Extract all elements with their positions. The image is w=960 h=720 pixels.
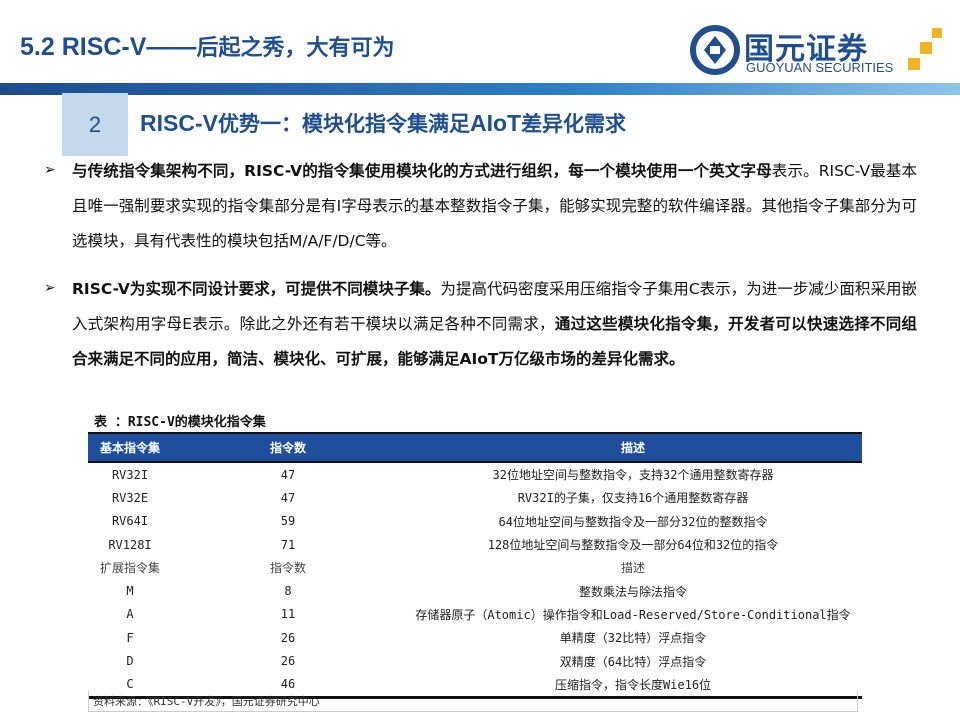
table-row: F 26 单精度（32比特）浮点指令 <box>88 626 862 649</box>
table-cell: RV128I <box>108 537 152 552</box>
table-cell: D <box>126 654 134 669</box>
table-cell: 64位地址空间与整数指令及一部分32位的整数指令 <box>498 514 768 529</box>
table-cell: 128位地址空间与整数指令及一部分64位和32位的指令 <box>487 538 779 553</box>
logo-cn: 国元证券 <box>744 32 868 67</box>
bullet-2-text: 为提高代码密度采用压缩指令子集用C表示，为进一步减少面积采用嵌入式架构用字母E表… <box>72 280 917 333</box>
table-row: C 46 压缩指令，指令长度Wie16位 <box>88 672 862 699</box>
section-heading: RISC-V优势一：模块化指令集满足AIoT差异化需求 <box>140 108 626 138</box>
header-cell: 基本指令集 <box>88 432 172 463</box>
table-cell: 47 <box>280 467 296 482</box>
table-cell: 双精度（64比特）浮点指令 <box>559 654 707 669</box>
table-cell: A <box>126 607 134 622</box>
table-cell: 8 <box>284 584 292 599</box>
table-cell: C <box>88 672 172 699</box>
bullet-arrow-icon: ➢ <box>44 280 56 296</box>
header-cell: 描述 <box>404 432 862 463</box>
table-cell: 存储器原子（Atomic）操作指令和Load-Reserved/Store-Co… <box>415 607 851 622</box>
table-cell: 压缩指令，指令长度Wie16位 <box>404 672 862 699</box>
logo: 国元证券 GUOYUAN SECURITIES <box>690 22 950 78</box>
bullet-2: RISC-V为实现不同设计要求，可提供不同模块子集。为提高代码密度采用压缩指令子… <box>72 272 917 377</box>
table-row: RV64I 59 64位地址空间与整数指令及一部分32位的整数指令 <box>88 510 862 533</box>
bullet-2-bold: RISC-V为实现不同设计要求，可提供不同模块子集。 <box>72 280 441 298</box>
table-cell: 扩展指令集 <box>99 561 160 576</box>
table-cell: M <box>126 584 134 599</box>
logo-squares-icon <box>908 28 942 70</box>
header-bar <box>0 83 960 95</box>
table-row: D 26 双精度（64比特）浮点指令 <box>88 649 862 672</box>
bullet-1: 与传统指令集架构不同，RISC-V的指令集使用模块化的方式进行组织，每一个模块使… <box>72 154 917 259</box>
table-cell: RV32I <box>111 467 149 482</box>
table-row: M 8 整数乘法与除法指令 <box>88 579 862 602</box>
table-cell: 指令数 <box>269 561 306 576</box>
table-cell: 26 <box>280 654 296 669</box>
bullet-arrow-icon: ➢ <box>44 162 56 178</box>
table-cell: 71 <box>280 537 296 552</box>
bullet-2-bold2: 通过这些模块化指令集，开发者可以快速选择不同组合来满足不同的应用，简洁、模块化、… <box>72 315 917 368</box>
heading-mid: AIoT <box>469 110 522 136</box>
header-cell: 指令数 <box>172 432 404 463</box>
table-row: 扩展指令集 指令数 描述 <box>88 556 862 579</box>
table-cell: 整数乘法与除法指令 <box>578 584 687 599</box>
heading-prefix: RISC-V <box>140 110 218 136</box>
table-cell: 32位地址空间与整数指令，支持32个通用整数寄存器 <box>492 468 774 483</box>
table-cell: 59 <box>280 514 296 529</box>
table-cell: 单精度（32比特）浮点指令 <box>559 631 707 646</box>
title-cn: 后起之秀，大有可为 <box>196 35 395 61</box>
table-header-row: 基本指令集 指令数 描述 <box>88 432 862 463</box>
bullet-1-text: 表示。RISC-V最基本且唯一强制要求实现的指令集部分是有I字母表示的基本整数指… <box>72 162 918 250</box>
source-note: 资料来源：《RISC-V开发》，国元证券研究中心 <box>88 691 858 712</box>
table-cell: RV32E <box>111 490 149 505</box>
table-cell: RV64I <box>111 514 149 529</box>
table-caption: 表 ：RISC-V的模块化指令集 <box>94 415 266 430</box>
table-row: RV128I 71 128位地址空间与整数指令及一部分64位和32位的指令 <box>88 533 862 556</box>
logo-en: GUOYUAN SECURITIES <box>746 60 894 75</box>
table-cell: F <box>126 630 134 645</box>
title-prefix: 5.2 RISC-V—— <box>20 33 197 61</box>
table-cell: 47 <box>280 490 296 505</box>
table-cell: RV32I的子集，仅支持16个通用整数寄存器 <box>517 491 749 506</box>
table-cell: 26 <box>280 630 296 645</box>
table-row: RV32E 47 RV32I的子集，仅支持16个通用整数寄存器 <box>88 486 862 509</box>
table-cell: 11 <box>280 607 296 622</box>
instruction-set-table: 基本指令集 指令数 描述 RV32I 47 32位地址空间与整数指令，支持32个通用… <box>88 432 862 699</box>
table-row: A 11 存储器原子（Atomic）操作指令和Load-Reserved/Store… <box>88 603 862 626</box>
page-title: 5.2 RISC-V——后起之秀，大有可为 <box>20 30 394 62</box>
heading-cn1: 优势一：模块化指令集满足 <box>217 111 470 136</box>
table-row: RV32I 47 32位地址空间与整数指令，支持32个通用整数寄存器 <box>88 462 862 486</box>
table-cell: 描述 <box>620 561 645 576</box>
logo-emblem-icon <box>690 25 740 75</box>
bullet-1-bold: 与传统指令集架构不同，RISC-V的指令集使用模块化的方式进行组织，每一个模块使… <box>72 162 772 180</box>
table-cell: 46 <box>172 672 404 699</box>
section-number: 2 <box>62 93 128 156</box>
heading-cn2: 差异化需求 <box>521 111 627 136</box>
